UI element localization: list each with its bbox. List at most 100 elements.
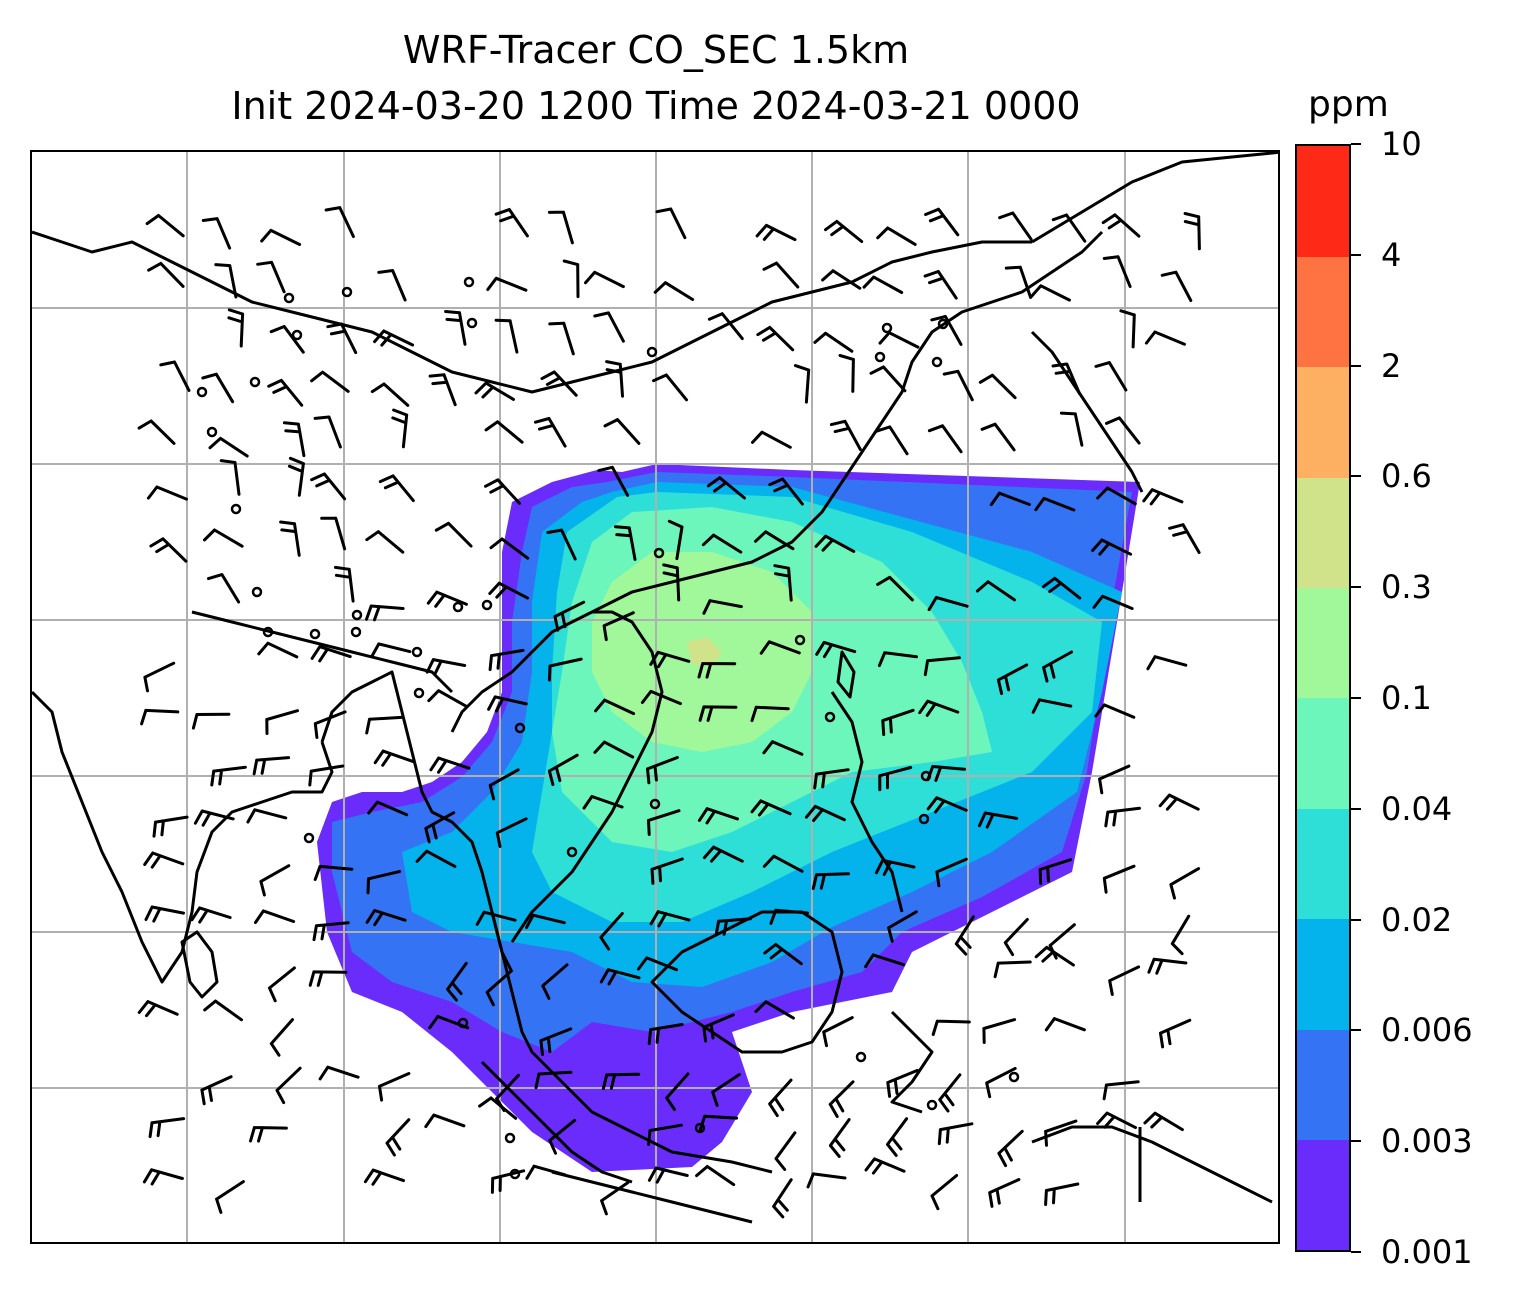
wind-barb [931,1019,971,1036]
calm-wind-marker [283,292,295,304]
wind-barb [208,436,249,458]
wind-barb [540,370,578,397]
colorbar-tick [1351,475,1361,478]
wind-barb [582,795,624,810]
wind-barb [804,804,846,822]
wind-barb [214,263,238,299]
wind-barb [488,768,520,801]
wind-barb [494,208,529,238]
coastline-java [551,1170,753,1224]
wind-barb [759,640,801,655]
wind-barb [923,656,961,677]
calm-wind-marker [309,628,321,640]
wind-barb [822,1016,854,1048]
calm-wind-marker [653,547,665,559]
calm-wind-marker [291,329,303,341]
wind-barb [750,705,790,723]
wind-barb [647,1166,689,1184]
wind-barb [1158,793,1200,811]
wind-barb [698,705,738,722]
wind-barb [647,809,681,836]
wind-barb [881,708,915,736]
wind-barb [203,528,244,548]
calm-wind-marker [206,426,218,438]
wind-barb [275,1066,302,1105]
wind-barb [487,695,528,713]
wind-barb [191,712,231,730]
wind-barb [310,645,352,663]
wind-barb [1096,1111,1137,1130]
colorbar-tick [1351,807,1361,810]
colorbar-segment [1297,256,1349,368]
colorbar-unit: ppm [1308,84,1389,125]
wind-barb [646,756,679,785]
wind-barb [773,564,793,602]
calm-wind-marker [303,832,315,844]
colorbar-tick-label: 0.006 [1381,1011,1473,1050]
wind-barb [813,768,850,790]
wind-barb [475,910,517,926]
colorbar-tick-label: 0.6 [1381,457,1432,496]
wind-barb [768,1078,793,1118]
wind-barb [365,604,405,622]
wind-barb [1051,213,1087,243]
colorbar-tick [1351,586,1361,589]
calm-wind-marker [481,599,493,611]
wind-barb [1042,650,1074,683]
chart-title-line1: WRF-Tracer CO_SEC 1.5km [402,28,910,72]
wind-barb [869,365,907,393]
wind-barb [143,851,185,869]
wind-barb [548,1118,577,1155]
wind-barb [1003,918,1029,957]
wind-barb [774,1131,797,1171]
colorbar-tick [1351,918,1361,921]
wind-barb [485,969,513,1007]
wind-barb [763,943,803,966]
wind-barb [978,373,1017,400]
wind-barb [605,360,624,398]
calm-wind-marker [874,351,886,363]
wind-barb [548,321,575,356]
wind-barb [219,459,241,496]
wind-barb [547,657,583,682]
wind-barb [425,658,467,676]
wind-barb [256,260,286,294]
wind-barb [754,1000,795,1020]
wind-barb [937,1122,974,1146]
wind-barb [655,207,687,240]
wind-barb [428,373,457,407]
wind-barb [813,331,854,353]
calm-wind-marker [881,322,893,334]
wind-barb [378,474,415,503]
coastline-bay-of-bengal-east [320,670,514,973]
wind-barb [385,1118,411,1157]
wind-barb [772,1178,793,1219]
wind-barb [152,815,189,838]
colorbar-tick-label: 0.003 [1381,1122,1473,1161]
wind-barb [210,765,247,787]
wind-barb [370,642,412,658]
wind-barb [649,650,691,669]
calm-wind-marker [566,846,578,858]
wind-barb [215,1180,245,1214]
wind-barb [1030,284,1071,302]
wind-barb [260,228,302,246]
coastline-malay-peninsula [490,911,773,1174]
wind-barb [918,699,960,717]
border-china-mongolia [32,230,1032,394]
wind-barb [478,1096,518,1120]
calm-wind-marker [514,722,526,734]
wind-barb [662,563,681,602]
wind-barb [259,864,291,897]
wind-barb [553,600,586,632]
wind-barb [768,477,804,506]
wind-barb [1044,1182,1080,1206]
coastline-sri-lanka [180,930,219,999]
colorbar-tick [1351,364,1361,367]
wind-barb [562,259,580,299]
wind-barb [142,1168,184,1186]
wind-barb [1042,576,1082,600]
wind-barb [140,708,180,726]
colorbar-tick [1351,1029,1361,1032]
wind-barb [547,210,574,245]
